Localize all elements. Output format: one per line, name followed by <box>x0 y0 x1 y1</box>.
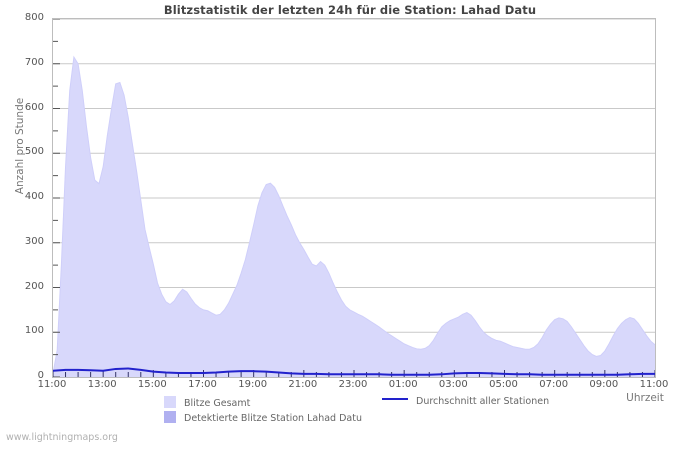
legend-swatch-detected <box>164 411 176 423</box>
legend-label-detected: Detektierte Blitze Station Lahad Datu <box>184 413 362 424</box>
y-tick-label: 400 <box>24 191 44 202</box>
plot-area <box>52 18 656 378</box>
y-tick-label: 500 <box>24 146 44 158</box>
x-tick-label: 23:00 <box>338 379 368 390</box>
x-tick-label: 21:00 <box>288 379 318 390</box>
x-tick-label: 15:00 <box>137 379 167 390</box>
x-tick-label: 09:00 <box>589 379 619 390</box>
x-tick-label: 11:00 <box>639 379 669 390</box>
x-tick-label: 17:00 <box>188 379 217 390</box>
x-tick-label: 11:00 <box>37 379 67 390</box>
legend-line-average <box>382 398 408 400</box>
y-tick-label: 300 <box>24 235 44 247</box>
x-tick-label: 07:00 <box>539 379 569 390</box>
y-tick-label: 700 <box>24 56 44 68</box>
x-tick-label: 19:00 <box>238 379 268 390</box>
legend-label-total: Blitze Gesamt <box>184 398 251 409</box>
y-tick-label: 800 <box>24 12 44 23</box>
x-tick-label: 03:00 <box>438 379 468 390</box>
legend-label-average: Durchschnitt aller Stationen <box>416 396 550 407</box>
watermark: www.lightningmaps.org <box>6 432 118 443</box>
x-tick-label: 01:00 <box>388 379 418 390</box>
x-tick-label: 13:00 <box>87 379 117 390</box>
y-tick-label: 0 <box>37 370 44 381</box>
legend-item-detected[interactable]: Detektierte Blitze Station Lahad Datu <box>164 411 362 424</box>
x-axis-label: Uhrzeit <box>626 392 664 404</box>
y-tick-label: 200 <box>24 280 44 292</box>
legend-item-average[interactable]: Durchschnitt aller Stationen <box>382 396 549 407</box>
x-tick-label: 05:00 <box>489 379 518 390</box>
legend-item-total[interactable]: Blitze Gesamt <box>164 396 250 409</box>
y-axis-tick-labels: 0 100 200 300 400 500 600 700 800 <box>0 0 52 400</box>
legend-swatch-total <box>164 396 176 408</box>
chart-legend: Blitze Gesamt Detektierte Blitze Station… <box>0 394 700 426</box>
y-tick-label: 600 <box>24 101 44 113</box>
plot-svg <box>53 19 655 377</box>
y-tick-label: 100 <box>24 325 44 337</box>
chart-title: Blitzstatistik der letzten 24h für die S… <box>163 3 537 17</box>
